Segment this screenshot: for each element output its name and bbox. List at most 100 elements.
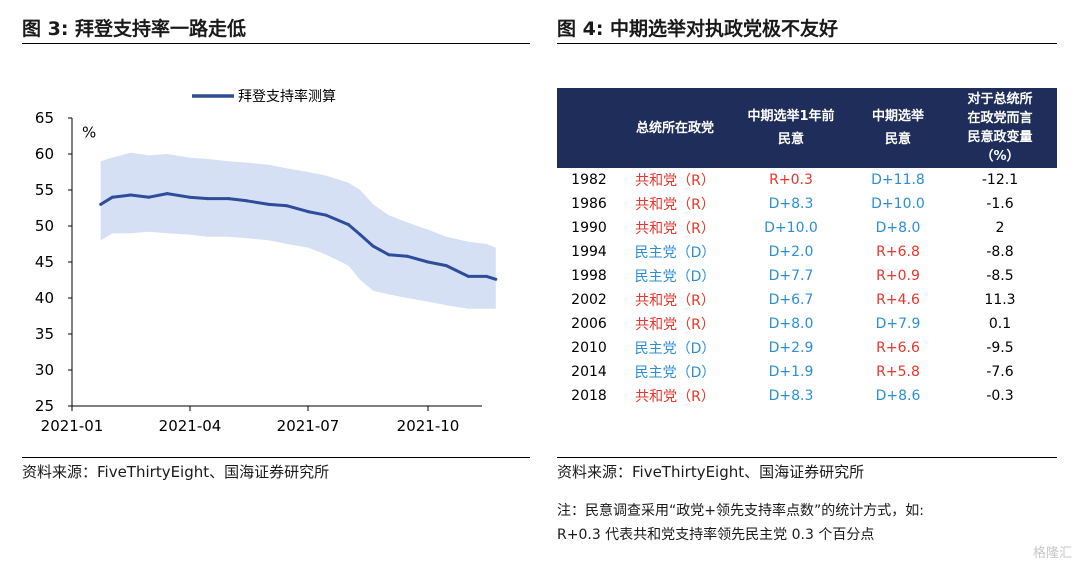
cell-year: 1986 [571, 196, 607, 212]
header-prior-poll-line1: 中期选举1年前 [747, 109, 835, 124]
watermark: 格隆汇 [1032, 546, 1072, 561]
approval-point [285, 204, 289, 208]
table-row: 1998 民主党（D） D+7.7 R+0.9 -8.5 [557, 264, 1057, 288]
header-prior-poll: 中期选举1年前 民意 [729, 88, 853, 168]
approval-point [346, 223, 350, 227]
header-change-line3: 民意政变量 [967, 130, 1033, 145]
y-tick-label: 55 [35, 181, 54, 199]
y-tick-label: 35 [35, 325, 54, 343]
cell-party: 民主党（D） [634, 269, 716, 285]
y-tick-label: 30 [35, 361, 54, 379]
header-change-line4: （%） [980, 149, 1020, 164]
cell-change: 11.3 [984, 292, 1016, 308]
approval-point [306, 210, 310, 214]
cell-prior-poll: D+8.0 [768, 316, 814, 332]
y-tick-label: 45 [35, 253, 54, 271]
approval-point [147, 195, 151, 199]
approval-point [466, 274, 470, 278]
approval-point [245, 199, 249, 203]
cell-change: -7.6 [986, 364, 1014, 380]
approval-point [129, 193, 133, 197]
header-party-label: 总统所在政党 [635, 120, 714, 136]
cell-prior-poll: D+2.0 [768, 244, 814, 260]
x-tick-label: 2021-01 [41, 417, 104, 435]
header-midterm-poll-line1: 中期选举 [871, 109, 924, 124]
cell-party: 民主党（D） [634, 245, 716, 261]
y-tick-label: 60 [35, 145, 54, 163]
legend-label: 拜登支持率测算 [238, 88, 336, 105]
header-party: 总统所在政党 [621, 88, 729, 168]
approval-point [444, 264, 448, 268]
approval-point [187, 195, 191, 199]
header-change-line2: 在政党而言 [967, 111, 1033, 126]
approval-line-chart: 25 30 35 40 45 50 55 60 65% 2021-01 2021-04 2021-07… [35, 88, 498, 435]
approval-confidence-band [100, 152, 496, 309]
header-change: 对于总统所 在政党而言 民意政变量 （%） [943, 88, 1057, 168]
cell-party: 共和党（R） [635, 293, 715, 309]
cell-party: 共和党（R） [635, 173, 715, 189]
approval-point [99, 202, 103, 206]
cell-year: 2018 [571, 388, 607, 404]
cell-party: 共和党（R） [635, 197, 715, 213]
cell-party: 共和党（R） [635, 221, 715, 237]
table-row: 1994 民主党（D） D+2.0 R+6.8 -8.8 [557, 240, 1057, 264]
cell-midterm-poll: R+6.6 [876, 340, 920, 356]
cell-midterm-poll: R+6.8 [876, 244, 920, 260]
y-tick-label: 40 [35, 289, 54, 307]
cell-prior-poll: D+1.9 [768, 364, 814, 380]
cell-year: 1990 [571, 220, 607, 236]
cell-change: -8.8 [986, 244, 1014, 260]
cell-midterm-poll: D+8.0 [875, 220, 921, 236]
cell-year: 2006 [571, 316, 607, 332]
approval-point [494, 277, 498, 281]
cell-prior-poll: D+8.3 [768, 388, 814, 404]
table-row: 2002 共和党（R） D+6.7 R+4.6 11.3 [557, 288, 1057, 312]
note-line-1: 注：民意调查采用“政党+领先支持率点数”的统计方式，如: [557, 503, 924, 519]
cell-change: -0.3 [986, 388, 1014, 404]
source-rule-left [22, 457, 530, 458]
approval-point [206, 197, 210, 201]
approval-point [426, 260, 430, 264]
cell-prior-poll: D+7.7 [768, 268, 814, 284]
approval-point [371, 244, 375, 248]
source-rule-right [557, 457, 1057, 458]
header-prior-poll-line2: 民意 [777, 132, 804, 147]
cell-midterm-poll: D+8.6 [875, 388, 921, 404]
midterm-table: 总统所在政党 中期选举1年前 民意 中期选举 民意 对于总统所 在政党而言 民意… [557, 88, 1057, 408]
table-header-row: 总统所在政党 中期选举1年前 民意 中期选举 民意 对于总统所 在政党而言 民意… [557, 88, 1057, 168]
approval-point [358, 233, 362, 237]
cell-party: 民主党（D） [634, 365, 716, 381]
approval-point [110, 195, 114, 199]
approval-point [405, 254, 409, 258]
approval-point [165, 192, 169, 196]
x-tick-label: 2021-04 [159, 417, 222, 435]
cell-midterm-poll: D+10.0 [871, 196, 925, 212]
header-year [557, 88, 621, 168]
table-body: 1982 共和党（R） R+0.3 D+11.8 -12.1 1986 共和党（R） D+8.… [557, 168, 1057, 408]
table-row: 2010 民主党（D） D+2.9 R+6.6 -9.5 [557, 336, 1057, 360]
cell-year: 2010 [571, 340, 607, 356]
cell-midterm-poll: D+11.8 [871, 172, 925, 188]
approval-point [267, 202, 271, 206]
cell-midterm-poll: R+4.6 [876, 292, 920, 308]
figure-3-source: 资料来源：FiveThirtyEight、国海证券研究所 [22, 463, 330, 481]
cell-prior-poll: R+0.3 [769, 172, 813, 188]
header-change-line1: 对于总统所 [967, 92, 1033, 107]
figure-3-title: 图 3: 拜登支持率一路走低 [22, 18, 247, 40]
table-row: 2006 共和党（R） D+8.0 D+7.9 0.1 [557, 312, 1057, 336]
note-line-2: R+0.3 代表共和党支持率领先民主党 0.3 个百分点 [557, 527, 875, 543]
figure-4-title: 图 4: 中期选举对执政党极不友好 [557, 18, 839, 40]
cell-party: 民主党（D） [634, 341, 716, 357]
cell-prior-poll: D+2.9 [768, 340, 814, 356]
cell-midterm-poll: R+0.9 [876, 268, 920, 284]
cell-prior-poll: D+8.3 [768, 196, 814, 212]
cell-change: -12.1 [981, 172, 1019, 188]
y-tick-label: 50 [35, 217, 54, 235]
cell-year: 1998 [571, 268, 607, 284]
table-row: 2018 共和党（R） D+8.3 D+8.6 -0.3 [557, 384, 1057, 408]
header-midterm-poll: 中期选举 民意 [853, 88, 943, 168]
cell-change: -1.6 [986, 196, 1014, 212]
y-tick-label: 25 [35, 397, 54, 415]
table-row: 2014 民主党（D） D+1.9 R+5.8 -7.6 [557, 360, 1057, 384]
cell-year: 1994 [571, 244, 607, 260]
